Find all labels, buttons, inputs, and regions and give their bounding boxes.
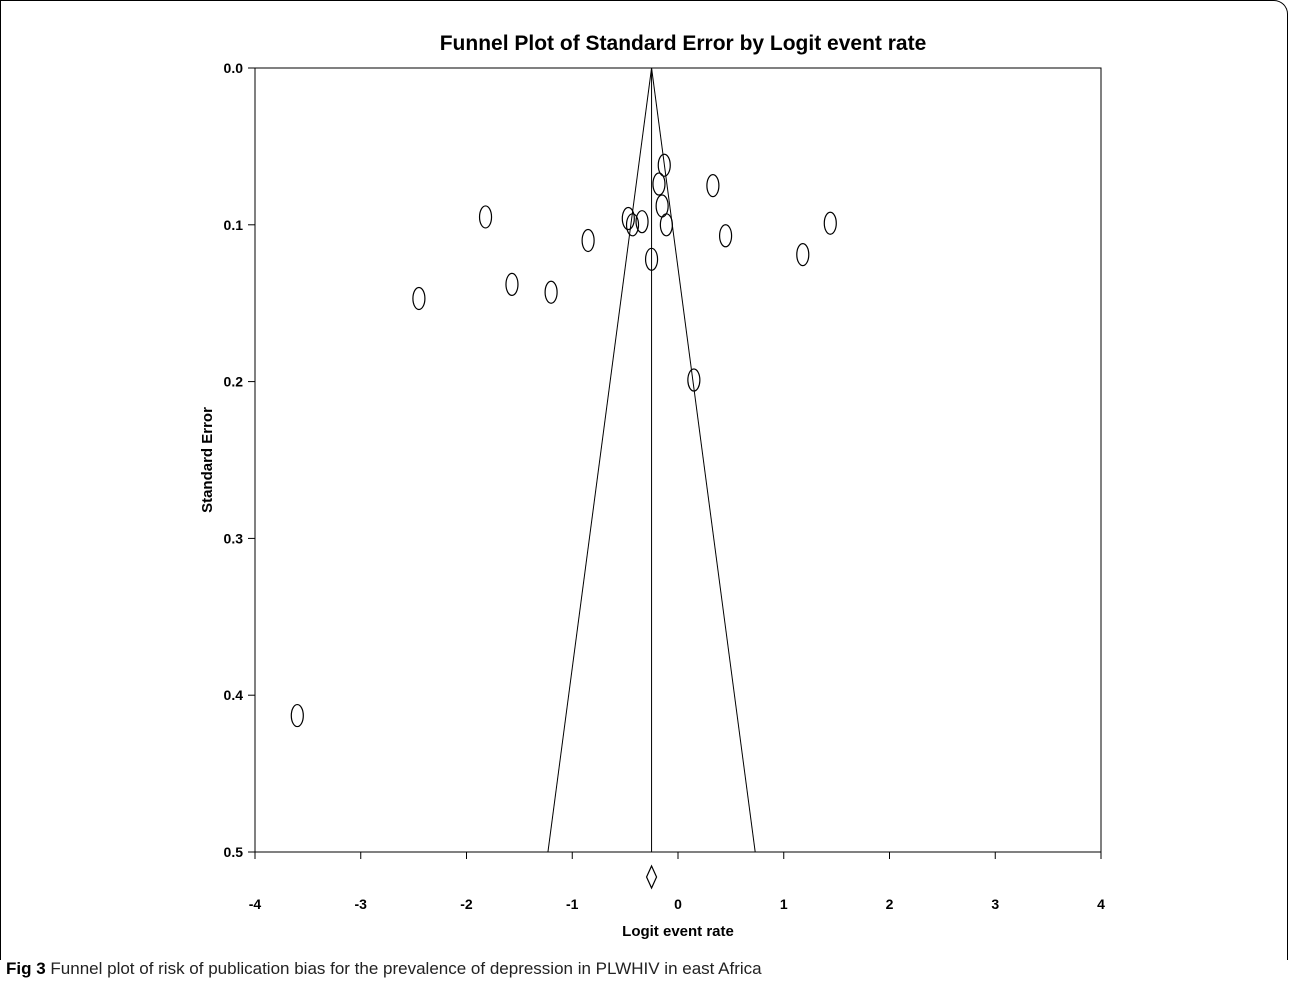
funnel-left-limit-line [547,67,653,853]
x-tick-label: 3 [991,896,999,912]
figure-caption-label: Fig 3 [6,959,46,978]
y-tick-label: 0.5 [224,844,244,860]
study-point [823,211,837,235]
study-point [652,172,666,196]
y-axis-label: Standard Error [199,407,216,513]
funnel-plot-chart: Funnel Plot of Standard Error by Logit e… [199,32,1105,940]
study-point [657,153,671,177]
study-points [290,153,837,890]
x-tick-label: -3 [355,896,368,912]
figure-frame [0,0,1288,960]
x-tick-label: 4 [1097,896,1105,912]
pooled-estimate-diamond [645,864,658,890]
y-tick-label: 0.1 [224,217,244,233]
study-point [718,224,733,248]
plot-area [254,67,1102,853]
x-tick-label: 1 [780,896,788,912]
y-tick-label: 0.3 [224,530,244,546]
x-tick-label: -4 [249,896,262,912]
study-point [796,242,810,267]
study-point [478,205,493,229]
x-axis: -4 -3 -2 -1 0 1 2 3 4 [249,852,1105,912]
study-point [505,272,519,296]
study-point [544,280,558,304]
y-tick-label: 0.4 [224,687,244,703]
study-point [621,206,635,231]
figure-caption: Fig 3 Funnel plot of risk of publication… [6,959,762,979]
study-point [635,210,649,234]
study-point [290,703,304,728]
study-point [625,213,640,237]
y-tick-label: 0.0 [224,60,244,76]
x-tick-label: 2 [886,896,894,912]
y-tick-label: 0.2 [224,374,244,390]
funnel-right-limit-line [651,67,756,853]
figure-caption-text: Funnel plot of risk of publication bias … [50,959,762,978]
study-point [581,228,595,253]
y-axis: 0.0 0.1 0.2 0.3 0.4 0.5 [224,60,255,860]
x-tick-label: -1 [566,896,579,912]
study-point [687,368,701,392]
x-tick-label: -2 [460,896,473,912]
x-tick-label: 0 [674,896,682,912]
study-point [644,247,659,271]
x-axis-label: Logit event rate [622,923,734,940]
study-point [659,213,673,237]
funnel-lines [547,67,756,853]
study-point [706,174,720,198]
study-point [412,286,426,311]
chart-title: Funnel Plot of Standard Error by Logit e… [440,32,927,55]
